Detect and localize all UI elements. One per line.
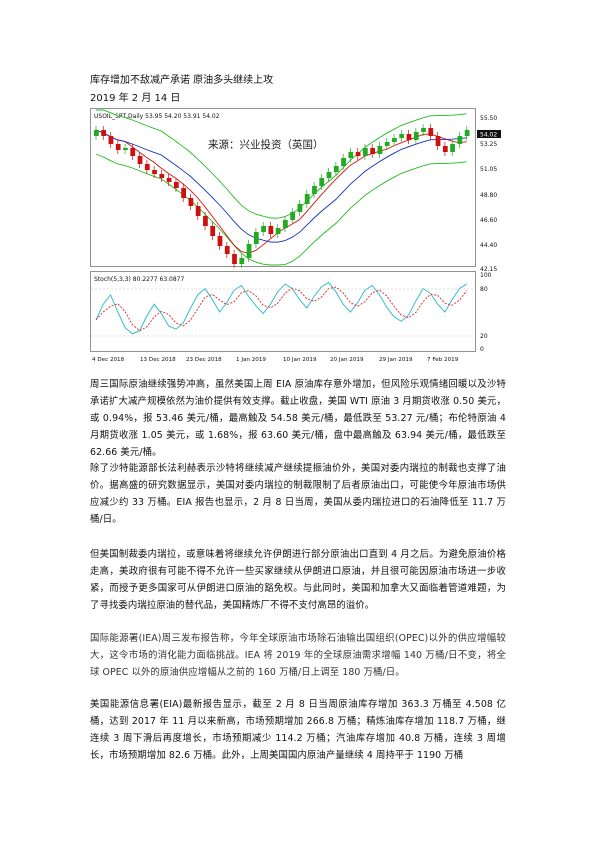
date-tick: 13 Dec 2018 <box>140 357 176 363</box>
symbol-label: USOIL_SPT,Daily 53.95 54.20 53.91 54.02 <box>94 113 220 120</box>
paragraph-2: 除了沙特能源部长法利赫表示沙特将继续减产继续提振油价外，美国对委内瑞拉的制裁也支… <box>90 463 506 525</box>
candle-body <box>326 172 332 178</box>
stoch-tick: 0 <box>480 346 484 353</box>
candle-body <box>450 144 455 152</box>
price-axis: 55.50 53.25 51.05 48.80 46.60 44.40 42.1… <box>477 115 501 273</box>
article-date: 2019 年 2 月 14 日 <box>90 93 181 104</box>
stoch-d-line <box>95 286 468 332</box>
price-tick: 44.40 <box>480 242 497 249</box>
candle-body <box>283 220 288 228</box>
candle-body <box>297 204 303 212</box>
watermark: 来源：兴业投资（英国） <box>208 138 324 151</box>
date-tick: 4 Dec 2018 <box>92 357 125 363</box>
candle-body <box>203 216 208 226</box>
candle-body <box>370 148 375 154</box>
candle-body <box>457 136 463 144</box>
candle-body <box>312 186 317 194</box>
candle-body <box>224 246 230 254</box>
candle-body <box>377 146 383 154</box>
candle-body <box>413 132 419 140</box>
moving-averages <box>95 129 467 254</box>
ma-slow-line <box>95 129 467 243</box>
candle-body <box>101 130 107 136</box>
candle-body <box>232 254 237 264</box>
candle-body <box>319 178 325 186</box>
stoch-label: Stoch(5,3,3) 80.2277 63.0877 <box>94 276 185 283</box>
candle-body <box>123 148 128 150</box>
price-tick: 46.60 <box>480 217 497 224</box>
candle-body <box>152 170 157 174</box>
date-tick: 23 Dec 2018 <box>186 357 222 363</box>
candle-body <box>268 226 274 234</box>
paragraph-1: 周三国际原油继续强势冲高，虽然美国上周 EIA 原油库存意外增加，但风险乐观情绪… <box>90 379 506 458</box>
candle-body <box>144 164 150 170</box>
paragraph-4: 国际能源署(IEA)周三发布报告称，今年全球原油市场除石油输出国组织(OPEC)… <box>90 633 506 678</box>
candle-body <box>399 134 405 138</box>
candle-body <box>428 128 434 136</box>
candle-body <box>166 178 172 182</box>
candle-body <box>253 232 259 244</box>
candle-body <box>246 244 252 258</box>
price-tick: 42.15 <box>480 266 497 273</box>
candle-body <box>173 182 179 188</box>
candle-body <box>188 198 194 206</box>
candle-body <box>355 152 361 156</box>
candle-body <box>406 134 412 140</box>
candle-body <box>181 188 186 198</box>
candle-body <box>362 148 368 156</box>
stoch-tick: 100 <box>480 272 492 279</box>
current-price: 54.02 <box>480 132 497 139</box>
candle-body <box>210 226 216 236</box>
price-tick: 55.50 <box>480 115 497 122</box>
candle-body <box>290 212 296 220</box>
candle-body <box>159 174 165 178</box>
bollinger-bands <box>95 109 467 266</box>
ma-fast-line <box>95 129 467 254</box>
candle-body <box>217 236 223 246</box>
candle-body <box>341 158 346 166</box>
date-tick: 1 Jan 2019 <box>236 357 266 363</box>
candle-body <box>442 146 448 152</box>
candle-body <box>348 152 354 158</box>
candle-body <box>464 130 470 136</box>
price-tick: 51.05 <box>480 166 497 173</box>
candle-body <box>384 142 390 146</box>
stoch-k-line <box>95 281 467 335</box>
candle-body <box>421 128 426 132</box>
article-title: 库存增加不敌减产承诺 原油多头继续上攻 <box>90 75 274 86</box>
candle-body <box>304 194 310 204</box>
band-upper-line <box>96 109 467 219</box>
candle-body <box>261 226 266 232</box>
candle-body <box>137 156 143 164</box>
candle-body <box>195 206 201 216</box>
date-axis: 4 Dec 2018 13 Dec 2018 23 Dec 2018 1 Jan… <box>92 357 459 363</box>
date-tick: 10 Jan 2019 <box>283 357 317 363</box>
stoch-panel <box>90 271 476 352</box>
stochastic-lines <box>95 281 468 335</box>
date-tick: 29 Jan 2019 <box>379 357 413 363</box>
candle-body <box>115 144 121 150</box>
current-price-box <box>477 130 501 138</box>
paragraph-5: 美国能源信息署(EIA)最新报告显示，截至 2 月 8 日当周原油库存增加 36… <box>90 699 506 761</box>
candle-body <box>94 130 99 136</box>
candle-body <box>130 148 136 156</box>
candle-body <box>108 136 114 144</box>
candle-body <box>333 166 339 172</box>
stoch-axis: 100 80 20 0 <box>91 272 492 353</box>
date-tick: 7 Feb 2019 <box>427 357 459 363</box>
band-lower-line <box>95 153 467 266</box>
candle-body <box>392 138 397 142</box>
price-tick: 48.80 <box>480 192 497 199</box>
price-chart: USOIL_SPT,Daily 53.95 54.20 53.91 54.02 … <box>90 108 501 363</box>
candle-body <box>275 228 281 234</box>
stoch-tick: 20 <box>480 333 488 340</box>
price-tick: 53.25 <box>480 141 497 148</box>
stoch-tick: 80 <box>480 286 488 293</box>
paragraph-3: 但美国制裁委内瑞拉，或意味着将继续允许伊朗进行部分原油出口直到 4 月之后。为避… <box>90 549 506 611</box>
candle-body <box>239 258 245 264</box>
candlesticks <box>94 124 470 268</box>
candle-body <box>435 136 441 146</box>
date-tick: 20 Jan 2019 <box>330 357 364 363</box>
